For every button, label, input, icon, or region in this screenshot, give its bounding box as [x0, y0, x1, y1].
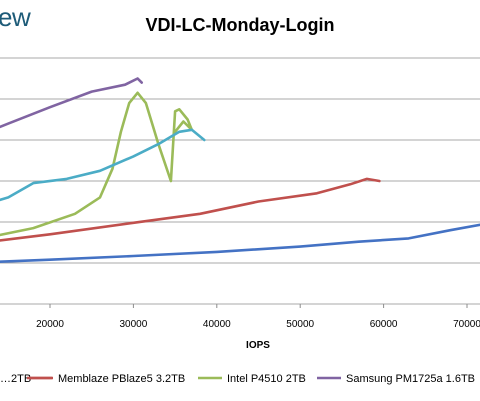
- chart-title: VDI-LC-Monday-Login: [145, 15, 335, 35]
- legend-entry: Memblaze PBlaze5 3.2TB: [58, 373, 185, 385]
- series-line-2: [0, 91, 194, 237]
- legend-entry: Samsung PM1725a 1.6TB: [346, 373, 475, 385]
- series-line-4: [0, 128, 206, 202]
- x-axis-label: IOPS: [246, 340, 270, 351]
- legend-entry: …2TB: [0, 373, 31, 385]
- x-tick-label: 60000: [370, 319, 398, 330]
- x-tick-label: 20000: [36, 319, 64, 330]
- gridlines: [0, 57, 480, 305]
- x-tick-label: 30000: [119, 319, 147, 330]
- legend: …2TB Memblaze PBlaze5 3.2TB Intel P4510 2T…: [0, 373, 475, 385]
- logo-text: ew: [0, 2, 31, 32]
- x-tick-label: 40000: [203, 319, 231, 330]
- series-line-1: [0, 177, 381, 242]
- series-lines: [0, 77, 480, 263]
- x-tick-label: 70000: [453, 319, 480, 330]
- x-axis-ticks: 20000 30000 40000 50000 60000 70000: [36, 304, 480, 330]
- legend-entry: Intel P4510 2TB: [227, 373, 306, 385]
- series-line-0: [0, 223, 480, 263]
- x-tick-label: 50000: [286, 319, 314, 330]
- series-line-3: [0, 77, 143, 129]
